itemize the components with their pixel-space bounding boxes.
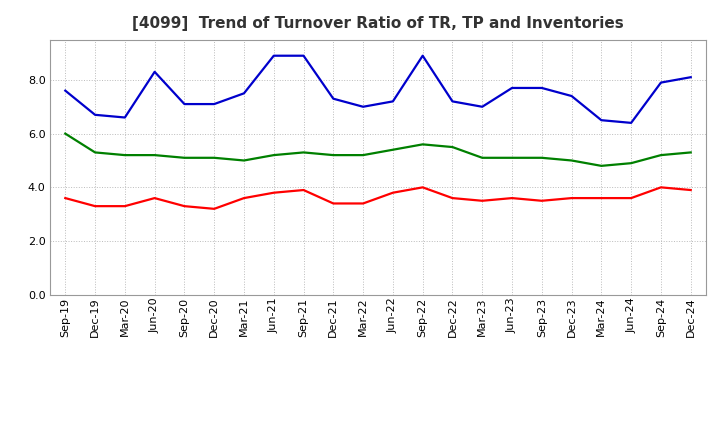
Trade Payables bbox=[686, 74, 695, 80]
Inventories bbox=[210, 155, 219, 161]
Trade Receivables bbox=[240, 195, 248, 201]
Trade Receivables bbox=[210, 206, 219, 212]
Trade Payables bbox=[567, 93, 576, 99]
Trade Payables bbox=[269, 53, 278, 59]
Trade Payables bbox=[508, 85, 516, 91]
Trade Payables bbox=[418, 53, 427, 59]
Trade Receivables bbox=[269, 190, 278, 195]
Trade Payables bbox=[150, 69, 159, 74]
Inventories bbox=[91, 150, 99, 155]
Inventories bbox=[478, 155, 487, 161]
Trade Payables bbox=[478, 104, 487, 110]
Inventories bbox=[448, 144, 456, 150]
Trade Payables bbox=[300, 53, 308, 59]
Trade Receivables bbox=[448, 195, 456, 201]
Trade Receivables bbox=[538, 198, 546, 203]
Trade Receivables bbox=[120, 204, 129, 209]
Inventories bbox=[508, 155, 516, 161]
Inventories bbox=[597, 163, 606, 169]
Line: Inventories: Inventories bbox=[66, 134, 690, 166]
Inventories bbox=[686, 150, 695, 155]
Trade Payables bbox=[359, 104, 367, 110]
Trade Receivables bbox=[597, 195, 606, 201]
Inventories bbox=[538, 155, 546, 161]
Trade Receivables bbox=[180, 204, 189, 209]
Line: Trade Receivables: Trade Receivables bbox=[66, 187, 690, 209]
Trade Payables bbox=[210, 102, 219, 107]
Trade Payables bbox=[329, 96, 338, 101]
Inventories bbox=[567, 158, 576, 163]
Trade Payables bbox=[120, 115, 129, 120]
Trade Receivables bbox=[657, 185, 665, 190]
Inventories bbox=[627, 161, 636, 166]
Trade Payables bbox=[627, 120, 636, 125]
Inventories bbox=[300, 150, 308, 155]
Trade Receivables bbox=[300, 187, 308, 193]
Trade Payables bbox=[91, 112, 99, 117]
Inventories bbox=[329, 153, 338, 158]
Trade Receivables bbox=[61, 195, 70, 201]
Inventories bbox=[120, 153, 129, 158]
Inventories bbox=[389, 147, 397, 152]
Inventories bbox=[240, 158, 248, 163]
Inventories bbox=[418, 142, 427, 147]
Title: [4099]  Trend of Turnover Ratio of TR, TP and Inventories: [4099] Trend of Turnover Ratio of TR, TP… bbox=[132, 16, 624, 32]
Line: Trade Payables: Trade Payables bbox=[66, 56, 690, 123]
Trade Receivables bbox=[418, 185, 427, 190]
Inventories bbox=[657, 153, 665, 158]
Trade Receivables bbox=[567, 195, 576, 201]
Inventories bbox=[61, 131, 70, 136]
Trade Payables bbox=[180, 102, 189, 107]
Trade Receivables bbox=[389, 190, 397, 195]
Trade Payables bbox=[61, 88, 70, 93]
Trade Payables bbox=[538, 85, 546, 91]
Trade Receivables bbox=[627, 195, 636, 201]
Trade Receivables bbox=[150, 195, 159, 201]
Trade Receivables bbox=[91, 204, 99, 209]
Inventories bbox=[269, 153, 278, 158]
Trade Payables bbox=[448, 99, 456, 104]
Trade Receivables bbox=[686, 187, 695, 193]
Inventories bbox=[180, 155, 189, 161]
Inventories bbox=[359, 153, 367, 158]
Trade Receivables bbox=[478, 198, 487, 203]
Trade Receivables bbox=[508, 195, 516, 201]
Inventories bbox=[150, 153, 159, 158]
Trade Payables bbox=[657, 80, 665, 85]
Trade Receivables bbox=[359, 201, 367, 206]
Trade Payables bbox=[597, 117, 606, 123]
Trade Receivables bbox=[329, 201, 338, 206]
Trade Payables bbox=[240, 91, 248, 96]
Trade Payables bbox=[389, 99, 397, 104]
